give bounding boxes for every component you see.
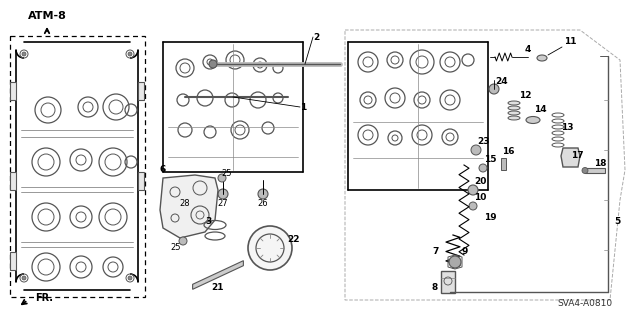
Text: FR.: FR. <box>35 293 53 303</box>
Bar <box>10 252 16 270</box>
Text: 7: 7 <box>433 248 439 256</box>
Circle shape <box>471 145 481 155</box>
Text: 12: 12 <box>519 91 531 100</box>
Text: SVA4-A0810: SVA4-A0810 <box>557 299 612 308</box>
Ellipse shape <box>508 106 520 110</box>
Text: 13: 13 <box>561 122 573 131</box>
Circle shape <box>218 189 228 199</box>
Text: 10: 10 <box>474 194 486 203</box>
Circle shape <box>179 237 187 245</box>
Circle shape <box>22 52 26 56</box>
Text: 2: 2 <box>313 33 319 41</box>
Text: 11: 11 <box>564 38 576 47</box>
Text: 15: 15 <box>484 155 496 165</box>
Circle shape <box>582 167 588 174</box>
Text: 5: 5 <box>614 218 620 226</box>
Bar <box>585 168 605 173</box>
Bar <box>10 172 16 190</box>
Text: 8: 8 <box>432 283 438 292</box>
Text: 18: 18 <box>594 159 606 167</box>
Ellipse shape <box>526 116 540 123</box>
Text: 25: 25 <box>171 243 181 253</box>
Bar <box>138 172 144 190</box>
Text: 23: 23 <box>477 137 489 146</box>
Text: 3: 3 <box>205 218 211 226</box>
Text: 17: 17 <box>571 151 583 160</box>
Text: 16: 16 <box>502 147 515 157</box>
Circle shape <box>128 52 132 56</box>
Circle shape <box>248 226 292 270</box>
Ellipse shape <box>537 55 547 61</box>
Bar <box>441 271 455 293</box>
Text: 26: 26 <box>258 199 268 209</box>
Circle shape <box>209 60 217 68</box>
Text: 24: 24 <box>496 78 508 86</box>
Polygon shape <box>160 175 218 238</box>
Bar <box>501 158 506 170</box>
Circle shape <box>128 276 132 280</box>
Ellipse shape <box>508 101 520 105</box>
Circle shape <box>469 202 477 210</box>
Circle shape <box>468 185 478 195</box>
Text: 20: 20 <box>474 177 486 187</box>
Text: 19: 19 <box>484 213 496 222</box>
Text: 9: 9 <box>462 248 468 256</box>
Text: 6: 6 <box>160 166 166 174</box>
Polygon shape <box>561 148 580 167</box>
Text: 4: 4 <box>525 46 531 55</box>
Bar <box>10 36 145 297</box>
Text: 25: 25 <box>221 169 232 179</box>
Circle shape <box>218 174 226 182</box>
Text: 28: 28 <box>180 199 190 209</box>
Circle shape <box>22 276 26 280</box>
Text: 22: 22 <box>287 235 300 244</box>
Text: 27: 27 <box>218 199 228 209</box>
Circle shape <box>479 164 487 172</box>
Text: ATM-8: ATM-8 <box>28 11 67 21</box>
Circle shape <box>258 189 268 199</box>
Bar <box>10 82 16 100</box>
Bar <box>138 82 144 100</box>
Circle shape <box>449 256 461 268</box>
Polygon shape <box>193 261 243 289</box>
Ellipse shape <box>508 116 520 120</box>
Circle shape <box>489 84 499 94</box>
Text: 21: 21 <box>212 284 224 293</box>
Text: 14: 14 <box>534 106 547 115</box>
Ellipse shape <box>508 111 520 115</box>
Text: 1: 1 <box>300 102 306 112</box>
Circle shape <box>180 189 190 199</box>
